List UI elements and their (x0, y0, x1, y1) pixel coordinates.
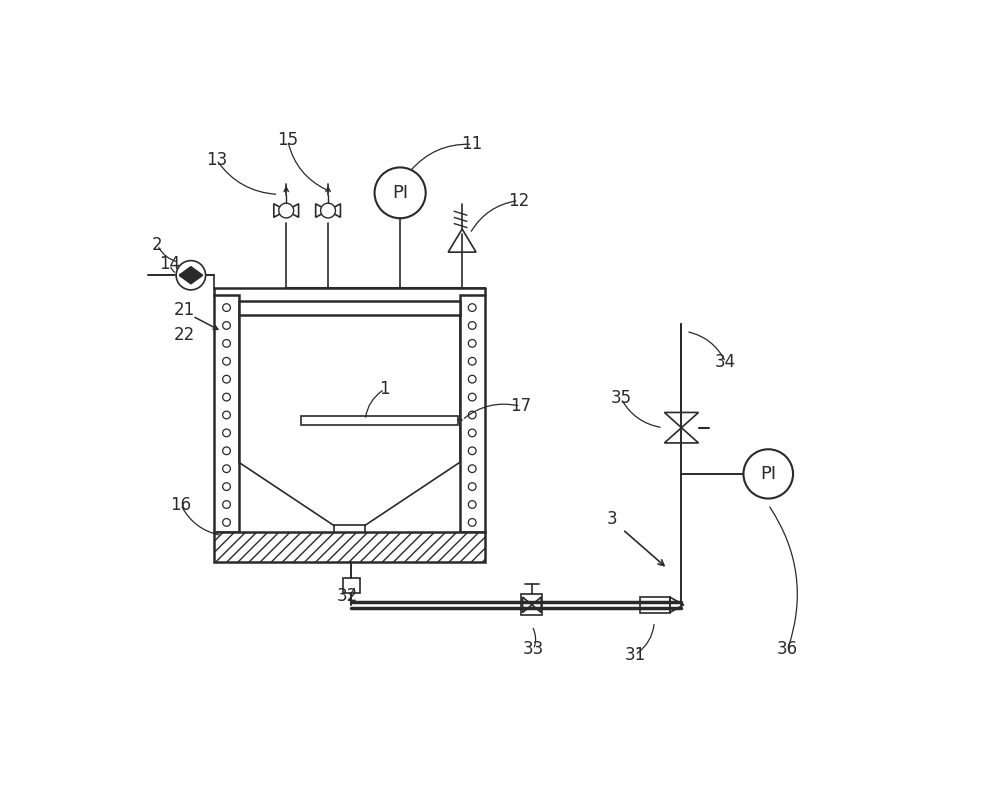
Circle shape (223, 375, 230, 383)
Text: 13: 13 (206, 151, 227, 169)
Bar (214, 295, 239, 531)
Circle shape (176, 261, 206, 290)
Circle shape (223, 303, 230, 312)
Polygon shape (179, 275, 202, 283)
Bar (214, 531, 485, 563)
Circle shape (468, 393, 476, 401)
Text: 34: 34 (715, 353, 736, 371)
Circle shape (223, 411, 230, 419)
Bar (640, 597, 670, 613)
Circle shape (223, 340, 230, 347)
Bar (460, 295, 485, 531)
Circle shape (468, 303, 476, 312)
Circle shape (468, 429, 476, 437)
Circle shape (223, 322, 230, 329)
Circle shape (468, 375, 476, 383)
Text: 14: 14 (159, 255, 181, 274)
Bar (239, 301, 460, 316)
Text: 35: 35 (610, 390, 632, 407)
Bar (343, 578, 360, 593)
Circle shape (468, 483, 476, 490)
Text: 32: 32 (337, 587, 358, 605)
Circle shape (468, 518, 476, 526)
Circle shape (223, 429, 230, 437)
Text: 31: 31 (624, 646, 646, 664)
Text: PI: PI (760, 465, 776, 483)
Circle shape (468, 411, 476, 419)
Text: 15: 15 (277, 131, 298, 150)
Text: 12: 12 (508, 192, 529, 209)
Text: 36: 36 (777, 641, 798, 658)
Circle shape (223, 483, 230, 490)
Text: 2: 2 (152, 236, 163, 254)
Circle shape (279, 203, 294, 218)
Circle shape (468, 447, 476, 455)
Text: 33: 33 (523, 641, 544, 658)
Text: PI: PI (392, 184, 408, 202)
Text: 21: 21 (174, 301, 195, 319)
Circle shape (468, 501, 476, 509)
Circle shape (375, 167, 426, 218)
Text: 1: 1 (379, 380, 390, 398)
Polygon shape (179, 266, 202, 275)
Bar (521, 594, 542, 615)
Circle shape (223, 518, 230, 526)
Text: 16: 16 (170, 496, 191, 514)
Circle shape (223, 357, 230, 365)
Text: 17: 17 (510, 397, 531, 415)
Circle shape (223, 393, 230, 401)
Circle shape (223, 447, 230, 455)
Circle shape (468, 464, 476, 473)
Circle shape (321, 203, 335, 218)
Text: 22: 22 (174, 326, 195, 345)
Bar (301, 416, 458, 424)
Circle shape (468, 322, 476, 329)
Text: 3: 3 (606, 510, 617, 527)
Circle shape (468, 340, 476, 347)
Circle shape (468, 357, 476, 365)
Circle shape (743, 449, 793, 498)
Circle shape (223, 501, 230, 509)
Circle shape (223, 464, 230, 473)
Text: 11: 11 (462, 135, 483, 153)
